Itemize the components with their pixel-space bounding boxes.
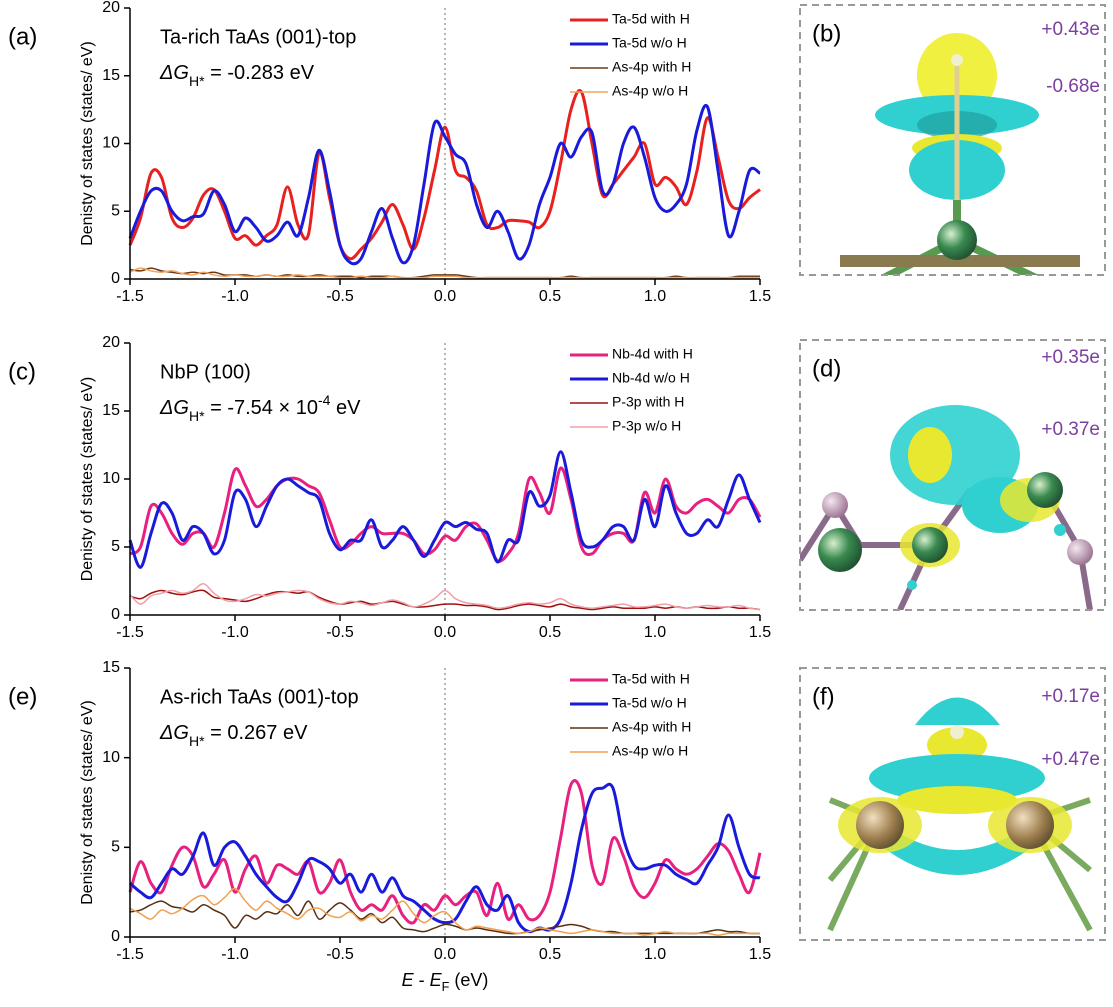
charge-label: +0.17e — [1041, 686, 1100, 707]
legend-label: As-4p with H — [612, 59, 691, 75]
legend-label: Ta-5d with H — [612, 671, 690, 687]
legend-label: Nb-4d w/o H — [612, 370, 690, 386]
text-part: ΔG — [159, 62, 189, 84]
chart-annotation: Ta-rich TaAs (001)-top — [160, 26, 356, 48]
isosurface-f — [830, 698, 1090, 931]
x-tick-label: 0.5 — [539, 288, 561, 305]
y-tick-label: 15 — [102, 659, 120, 676]
y-tick-label: 0 — [111, 928, 120, 945]
y-axis-label: Denisty of states (states/ eV) — [79, 377, 96, 582]
x-tick-label: -1.5 — [116, 946, 144, 963]
x-tick-label: 1.0 — [644, 288, 666, 305]
legend-label: P-3p with H — [612, 394, 684, 410]
legend-label: P-3p w/o H — [612, 418, 681, 434]
legend-label: As-4p with H — [612, 719, 691, 735]
legend-label: As-4p w/o H — [612, 743, 688, 759]
panel-label: (a) — [8, 23, 37, 50]
panel-label: (c) — [8, 358, 36, 385]
legend-label: Ta-5d w/o H — [612, 35, 687, 51]
y-tick-label: 0 — [111, 606, 120, 623]
x-tick-label: 1.5 — [749, 624, 771, 641]
y-tick-label: 15 — [102, 67, 120, 84]
text-part: (eV) — [449, 970, 488, 990]
x-tick-label: 1.5 — [749, 946, 771, 963]
x-tick-label: 1.5 — [749, 288, 771, 305]
charge-label: +0.43e — [1041, 19, 1100, 40]
y-axis-label: Denisty of states (states/ eV) — [79, 41, 96, 246]
y-tick-label: 5 — [111, 202, 120, 219]
x-tick-label: -0.5 — [326, 624, 354, 641]
x-tick-label: 1.0 — [644, 946, 666, 963]
x-tick-label: 0.0 — [434, 288, 456, 305]
x-tick-label: -1.0 — [221, 946, 249, 963]
x-tick-label: 1.0 — [644, 624, 666, 641]
y-tick-label: 20 — [102, 0, 120, 16]
text-part: ΔG — [159, 397, 189, 419]
charge-label: +0.47e — [1041, 749, 1100, 770]
text-part: ΔG — [159, 722, 189, 744]
x-tick-label: -1.5 — [116, 624, 144, 641]
figure: 05101520-1.5-1.0-0.50.00.51.01.5Denisty … — [0, 0, 1113, 1007]
text-part: H* — [189, 733, 205, 749]
text-part: H* — [189, 408, 205, 424]
text-part: H* — [189, 73, 205, 89]
y-tick-label: 5 — [111, 839, 120, 856]
x-tick-label: -1.5 — [116, 288, 144, 305]
x-tick-label: 0.0 — [434, 946, 456, 963]
dos-line — [130, 781, 760, 923]
x-axis-label: E - EF (eV) — [402, 970, 489, 995]
y-tick-label: 0 — [111, 270, 120, 287]
x-tick-label: -0.5 — [326, 288, 354, 305]
x-tick-label: 0.0 — [434, 624, 456, 641]
panel-label: (f) — [812, 683, 835, 710]
y-tick-label: 15 — [102, 402, 120, 419]
text-part: = 0.267 eV — [205, 722, 309, 744]
y-tick-label: 20 — [102, 334, 120, 351]
charge-label: +0.35e — [1041, 347, 1100, 368]
text-part: eV — [330, 397, 361, 419]
charge-label: -0.68e — [1046, 76, 1100, 97]
x-tick-label: -1.0 — [221, 624, 249, 641]
x-tick-label: 0.5 — [539, 624, 561, 641]
chart-annotation: As-rich TaAs (001)-top — [160, 686, 359, 708]
legend-label: Ta-5d w/o H — [612, 695, 687, 711]
legend-label: Ta-5d with H — [612, 11, 690, 27]
x-tick-label: 0.5 — [539, 946, 561, 963]
text-part: = -7.54 × 10 — [205, 397, 318, 419]
text-part: - — [414, 970, 430, 990]
energy-annotation: ΔGH* = -0.283 eV — [159, 62, 315, 88]
dos-line — [130, 584, 760, 610]
energy-annotation: ΔGH* = -7.54 × 10-4 eV — [159, 392, 361, 424]
y-tick-label: 10 — [102, 135, 120, 152]
y-tick-label: 10 — [102, 470, 120, 487]
legend-label: Nb-4d with H — [612, 346, 693, 362]
y-tick-label: 10 — [102, 749, 120, 766]
text-part: -4 — [318, 392, 331, 408]
chart-annotation: NbP (100) — [160, 361, 251, 383]
panel-label: (e) — [8, 683, 37, 710]
legend-label: As-4p w/o H — [612, 83, 688, 99]
panel-label: (b) — [812, 20, 841, 47]
panel-label: (d) — [812, 355, 841, 382]
isosurface-b — [840, 33, 1080, 280]
y-tick-label: 5 — [111, 538, 120, 555]
text-part: = -0.283 eV — [205, 62, 315, 84]
y-axis-label: Denisty of states (states/ eV) — [79, 700, 96, 905]
energy-annotation: ΔGH* = 0.267 eV — [159, 722, 308, 748]
charge-label: +0.37e — [1041, 419, 1100, 440]
x-tick-label: -0.5 — [326, 946, 354, 963]
x-tick-label: -1.0 — [221, 288, 249, 305]
